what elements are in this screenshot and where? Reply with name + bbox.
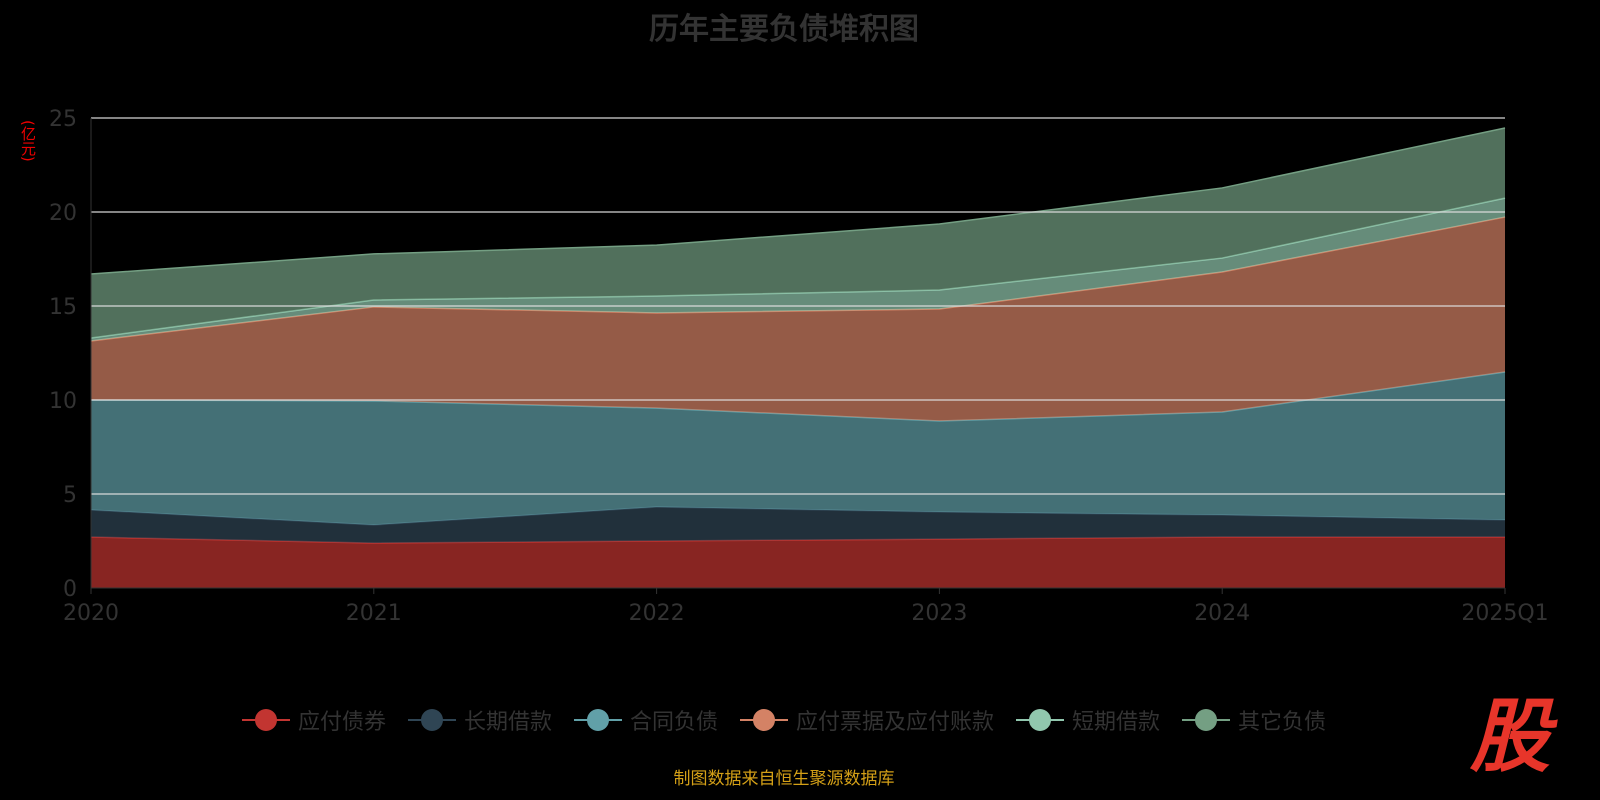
area-3	[91, 217, 1505, 422]
legend-label: 长期借款	[463, 710, 552, 735]
area-2	[91, 371, 1505, 526]
legend-label: 应付票据及应付账款	[796, 710, 995, 735]
x-tick-label: 2023	[911, 601, 967, 626]
y-axis-unit: (亿元)	[19, 120, 37, 162]
legend-item[interactable]: 短期借款	[1016, 704, 1160, 736]
logo: 股	[1470, 690, 1550, 783]
legend-marker-icon	[1016, 708, 1065, 732]
line-5	[90, 127, 1506, 275]
chart-title: 历年主要负债堆积图	[649, 12, 919, 47]
legend-marker-icon	[573, 708, 622, 732]
area-4	[91, 198, 1505, 341]
legend-marker-icon	[407, 708, 456, 732]
legend-item[interactable]: 合同负债	[573, 704, 718, 736]
y-tick-label: 0	[63, 577, 77, 602]
x-tick-label: 2020	[63, 601, 119, 626]
legend-label: 应付债券	[297, 710, 386, 735]
legend-label: 短期借款	[1072, 710, 1161, 735]
x-tick-label: 2024	[1194, 601, 1250, 626]
legend-marker-icon	[740, 708, 788, 732]
data-source: 制图数据来自恒生聚源数据库	[673, 769, 895, 789]
legend-label: 合同负债	[629, 710, 718, 735]
legend-marker-icon	[1182, 708, 1231, 732]
area-1	[91, 506, 1505, 544]
y-tick-label: 20	[49, 201, 77, 226]
legend-item[interactable]: 长期借款	[407, 704, 552, 736]
legend: 应付债券 长期借款 合同负债 应付票据及应付账款 短期借款 其它负债	[0, 704, 1568, 736]
legend-label: 其它负债	[1238, 710, 1327, 735]
x-tick-label: 2021	[346, 601, 402, 626]
y-tick-label: 15	[49, 295, 77, 320]
legend-item[interactable]: 其它负债	[1182, 704, 1326, 736]
plot-area: 0 5 10 15 20 25 2020 2021 2022 2023 2024 2025Q1	[49, 107, 1549, 626]
legend-item[interactable]: 应付票据及应付账款	[740, 704, 994, 736]
y-tick-label: 5	[63, 483, 77, 508]
y-tick-label: 10	[49, 389, 77, 414]
legend-item[interactable]: 应付债券	[241, 704, 386, 736]
x-tick-label: 2022	[629, 601, 685, 626]
x-tick-label: 2025Q1	[1461, 601, 1548, 626]
legend-marker-icon	[241, 708, 290, 732]
area-0	[91, 537, 1505, 588]
area-5	[91, 127, 1505, 338]
y-tick-label: 25	[49, 107, 77, 132]
